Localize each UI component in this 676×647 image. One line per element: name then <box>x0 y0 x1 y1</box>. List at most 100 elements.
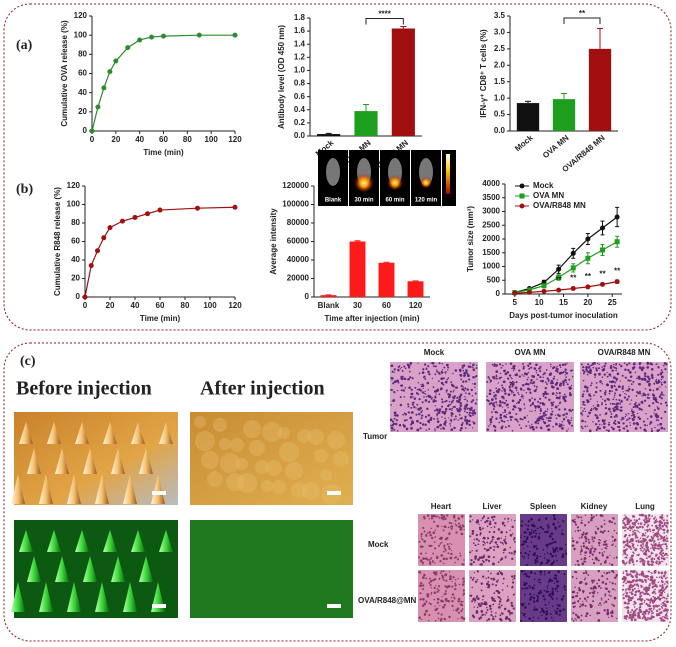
cell <box>476 611 479 614</box>
cell <box>644 613 646 615</box>
cell <box>461 601 463 603</box>
cell <box>644 588 646 590</box>
cell <box>647 397 649 399</box>
cell <box>518 370 520 372</box>
cell <box>587 426 588 427</box>
cell <box>609 571 611 573</box>
cell <box>547 588 548 589</box>
cell <box>472 395 473 396</box>
cell <box>629 546 630 547</box>
cell <box>487 581 489 583</box>
cell <box>516 390 517 391</box>
cell <box>660 547 662 549</box>
cell <box>587 371 589 373</box>
cell <box>534 594 535 595</box>
cell <box>534 398 536 400</box>
cell <box>522 419 524 421</box>
cell <box>596 416 599 419</box>
cell <box>571 385 572 386</box>
cell <box>569 423 571 425</box>
cell <box>556 604 558 606</box>
cell <box>530 404 532 406</box>
cell <box>435 529 436 530</box>
cell <box>465 404 468 407</box>
cell <box>647 593 649 595</box>
cell <box>533 584 535 586</box>
cell <box>626 558 627 559</box>
cell <box>428 545 430 547</box>
error-bar <box>363 105 369 112</box>
cell <box>633 564 635 566</box>
cell <box>604 561 607 564</box>
cell <box>598 559 600 561</box>
cell <box>651 430 653 432</box>
cell <box>466 388 468 390</box>
cell <box>469 535 471 537</box>
cell <box>489 389 492 392</box>
cell <box>583 542 585 544</box>
cell <box>656 419 658 421</box>
cell <box>451 402 452 403</box>
cell <box>636 576 638 578</box>
cell <box>614 392 616 394</box>
cell <box>500 541 502 543</box>
cell <box>615 364 617 366</box>
cell <box>459 584 461 586</box>
cell <box>509 374 511 376</box>
cell <box>493 592 495 594</box>
cell <box>491 398 494 401</box>
cell <box>611 390 613 392</box>
cell <box>452 605 454 607</box>
cell <box>442 406 443 407</box>
cell <box>554 583 555 584</box>
cell <box>455 579 457 581</box>
cell <box>460 402 462 404</box>
cell <box>587 402 588 403</box>
cell <box>625 416 626 417</box>
cell <box>498 422 500 424</box>
cell <box>462 583 465 586</box>
cell <box>470 577 472 579</box>
cell <box>541 428 543 430</box>
cell <box>641 540 642 541</box>
cell <box>521 588 523 590</box>
cell <box>464 396 465 397</box>
cell <box>419 398 421 400</box>
cell <box>462 381 464 383</box>
cell <box>445 573 447 575</box>
cell <box>580 546 582 548</box>
cell <box>473 412 476 415</box>
cell <box>493 392 495 394</box>
cell <box>464 399 465 400</box>
cell <box>461 604 463 606</box>
cell <box>590 548 592 550</box>
cell <box>546 417 547 418</box>
y-tick-label: 1.4 <box>294 39 306 48</box>
cell <box>643 540 646 543</box>
y-tick-label: 100000 <box>282 200 309 209</box>
cell <box>646 543 648 545</box>
cell <box>444 592 446 594</box>
cell <box>647 425 648 426</box>
cell <box>537 418 540 421</box>
cell <box>550 420 552 422</box>
cell <box>645 521 647 523</box>
cell <box>652 612 654 614</box>
cell <box>448 532 450 534</box>
marker <box>600 248 605 253</box>
cell <box>639 618 640 619</box>
marker <box>585 256 590 261</box>
cell <box>625 589 627 591</box>
cell <box>661 391 663 393</box>
cell <box>472 519 473 520</box>
cell <box>612 517 613 518</box>
cell <box>471 600 473 602</box>
cell <box>632 367 635 370</box>
y-axis-label: Average intensity <box>269 208 278 275</box>
bar <box>354 111 377 136</box>
cell <box>438 380 440 382</box>
cell <box>622 526 625 529</box>
cell <box>435 571 437 573</box>
cell <box>418 571 420 573</box>
cell <box>448 397 450 399</box>
